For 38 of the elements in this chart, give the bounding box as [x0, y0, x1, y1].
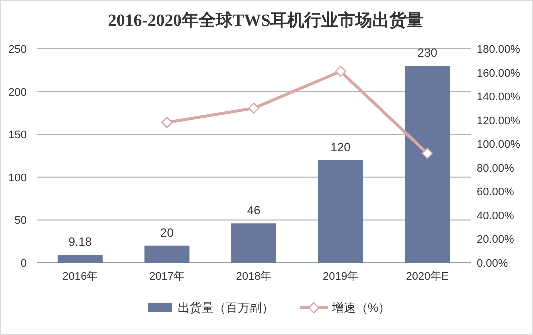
data-label: 120 — [330, 140, 352, 154]
legend-label: 出货量（百万副） — [178, 301, 274, 315]
y-tick-label: 150 — [8, 130, 27, 142]
y2-tick-label: 100.00% — [477, 139, 521, 152]
point — [335, 66, 346, 78]
y2-tick-label: 140.00% — [477, 92, 521, 104]
point — [162, 117, 173, 128]
y-tick-label: 0 — [20, 258, 27, 270]
point — [422, 148, 434, 160]
data-label: 230 — [418, 46, 438, 60]
legend-label: 增速（%） — [331, 301, 391, 315]
y2-tick-label: 180.00% — [477, 44, 521, 56]
y2-tick-label: 120.00% — [477, 115, 521, 128]
bar — [144, 246, 190, 263]
bar — [318, 160, 364, 263]
x-tick-label: 2016年 — [62, 271, 98, 283]
bar — [58, 255, 103, 263]
data-label: 20 — [160, 226, 174, 240]
y2-tick-label: 160.00% — [477, 68, 521, 80]
y2-tick-label: 80.00% — [477, 162, 515, 175]
x-tick-label: 2020年E — [406, 271, 450, 283]
y2-tick-label: 20.00% — [477, 234, 515, 246]
y-tick-label: 50 — [14, 215, 27, 228]
y2-tick-label: 40.00% — [477, 210, 515, 222]
x-tick-label: 2019年 — [323, 271, 359, 283]
y2-tick-label: 60.00% — [477, 186, 515, 199]
bar — [232, 224, 276, 263]
data-label: 46 — [247, 204, 261, 218]
y-tick-label: 250 — [8, 44, 27, 56]
point — [248, 102, 260, 114]
chart-title: 2016-2020年全球TWS耳机行业市场出货量 — [108, 11, 424, 30]
y2-tick-label: 0.00% — [477, 258, 508, 270]
y-tick-label: 200 — [8, 86, 27, 99]
data-label: 9.18 — [68, 235, 92, 250]
bar — [405, 66, 450, 263]
x-tick-label: 2018年 — [236, 271, 272, 283]
x-tick-label: 2017年 — [149, 271, 185, 283]
y-tick-label: 100 — [8, 172, 27, 184]
